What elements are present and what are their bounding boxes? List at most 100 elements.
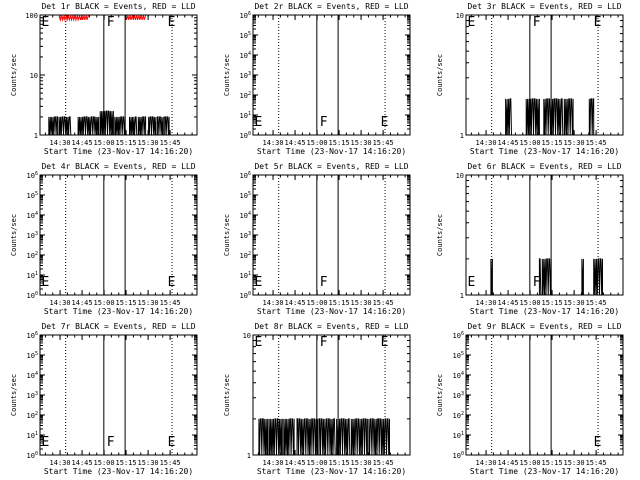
y-tick-label: 101 (240, 111, 251, 120)
x-tick-label: 15:00 (307, 299, 328, 307)
y-tick-label: 102 (240, 91, 251, 100)
y-axis-label: Counts/sec (10, 374, 18, 416)
marker-label: F (107, 15, 115, 30)
x-tick-label: 15:15 (116, 139, 137, 147)
y-tick-label: 101 (240, 271, 251, 280)
y-tick-label: 10 (243, 332, 251, 340)
x-axis-label: Start Time (23-Nov-17 14:16:20) (257, 147, 406, 156)
events-trace (368, 418, 390, 456)
x-tick-label: 15:00 (94, 139, 115, 147)
marker-label: E (254, 275, 262, 290)
x-tick-label: 15:15 (329, 139, 350, 147)
y-axis-label: Counts/sec (223, 54, 231, 96)
x-tick-label: 14:45 (498, 299, 519, 307)
x-tick-label: 15:30 (138, 459, 159, 467)
y-tick-label: 103 (27, 231, 38, 240)
marker-label: E (168, 275, 176, 290)
y-tick-label: 1 (460, 132, 464, 140)
x-tick-label: 14:45 (498, 139, 519, 147)
x-tick-label: 15:30 (351, 459, 372, 467)
events-trace (58, 116, 72, 136)
x-tick-label: 14:30 (263, 139, 284, 147)
panel-det-9r: Det 9r BLACK = Events, RED = LLD 100 101 10… (436, 322, 624, 476)
x-tick-label: 15:00 (520, 139, 541, 147)
marker-label: E (594, 435, 602, 450)
x-tick-label: 15:00 (94, 459, 115, 467)
marker-label: E (594, 15, 602, 30)
x-tick-label: 14:45 (72, 299, 93, 307)
x-tick-label: 15:30 (564, 299, 585, 307)
marker-label: E (41, 435, 49, 450)
y-tick-label: 103 (240, 71, 251, 80)
x-tick-label: 15:45 (373, 459, 394, 467)
y-tick-label: 1 (460, 292, 464, 300)
y-tick-label: 10 (30, 72, 38, 80)
panel-title: Det 8r BLACK = Events, RED = LLD (254, 322, 408, 331)
y-tick-label: 103 (453, 391, 464, 400)
x-axis-label: Start Time (23-Nov-17 14:16:20) (44, 307, 193, 316)
x-tick-label: 15:45 (160, 139, 181, 147)
panel-det-6r: Det 6r BLACK = Events, RED = LLD 1 10 14:30… (436, 162, 624, 316)
events-trace (268, 418, 283, 456)
y-tick-label: 104 (27, 211, 38, 220)
x-tick-label: 14:30 (476, 299, 497, 307)
marker-label: E (467, 275, 475, 290)
events-trace (593, 258, 603, 296)
x-axis-label: Start Time (23-Nov-17 14:16:20) (470, 467, 619, 476)
events-trace (156, 116, 164, 136)
panel-title: Det 5r BLACK = Events, RED = LLD (254, 162, 408, 171)
x-tick-label: 15:00 (307, 459, 328, 467)
y-tick-label: 106 (453, 331, 464, 340)
x-tick-label: 15:15 (542, 299, 563, 307)
marker-label: E (381, 335, 389, 350)
x-tick-label: 15:30 (138, 299, 159, 307)
events-trace (148, 116, 157, 136)
y-tick-label: 104 (240, 51, 251, 60)
x-tick-label: 15:45 (373, 299, 394, 307)
events-trace (350, 418, 368, 456)
marker-label: E (254, 115, 262, 130)
marker-label: E (467, 15, 475, 30)
y-axis-label: Counts/sec (436, 214, 444, 256)
x-tick-label: 14:45 (285, 299, 306, 307)
x-tick-label: 15:00 (520, 299, 541, 307)
x-tick-label: 15:15 (542, 459, 563, 467)
events-trace (114, 116, 126, 136)
y-tick-label: 106 (27, 331, 38, 340)
y-tick-label: 102 (453, 411, 464, 420)
x-tick-label: 14:30 (476, 459, 497, 467)
plot-frame (252, 174, 411, 296)
y-axis-label: Counts/sec (223, 214, 231, 256)
y-tick-label: 105 (240, 31, 251, 40)
lld-trace (58, 15, 89, 22)
events-trace (336, 418, 351, 456)
events-trace (543, 98, 564, 136)
y-tick-label: 106 (240, 171, 251, 180)
y-tick-label: 101 (453, 431, 464, 440)
y-tick-label: 101 (27, 271, 38, 280)
events-trace (541, 258, 552, 296)
y-tick-label: 100 (27, 451, 38, 460)
x-tick-label: 15:30 (138, 139, 159, 147)
panel-title: Det 1r BLACK = Events, RED = LLD (41, 2, 195, 11)
marker-label: E (41, 275, 49, 290)
x-tick-label: 14:30 (50, 299, 71, 307)
x-tick-label: 15:15 (116, 459, 137, 467)
events-trace (296, 418, 319, 456)
marker-label: E (168, 435, 176, 450)
x-tick-label: 15:15 (542, 139, 563, 147)
events-trace (538, 258, 542, 296)
x-tick-label: 15:45 (586, 299, 607, 307)
x-tick-label: 14:30 (50, 459, 71, 467)
y-tick-label: 106 (27, 171, 38, 180)
events-trace (77, 116, 100, 136)
panel-det-5r: Det 5r BLACK = Events, RED = LLD 100 101 10… (223, 162, 411, 316)
events-trace (48, 116, 59, 136)
x-tick-label: 14:45 (72, 459, 93, 467)
x-tick-label: 15:30 (564, 139, 585, 147)
marker-label: F (320, 115, 328, 130)
marker-label: E (254, 335, 262, 350)
marker-label: E (41, 15, 49, 30)
events-trace (563, 98, 574, 136)
x-tick-label: 15:45 (586, 459, 607, 467)
